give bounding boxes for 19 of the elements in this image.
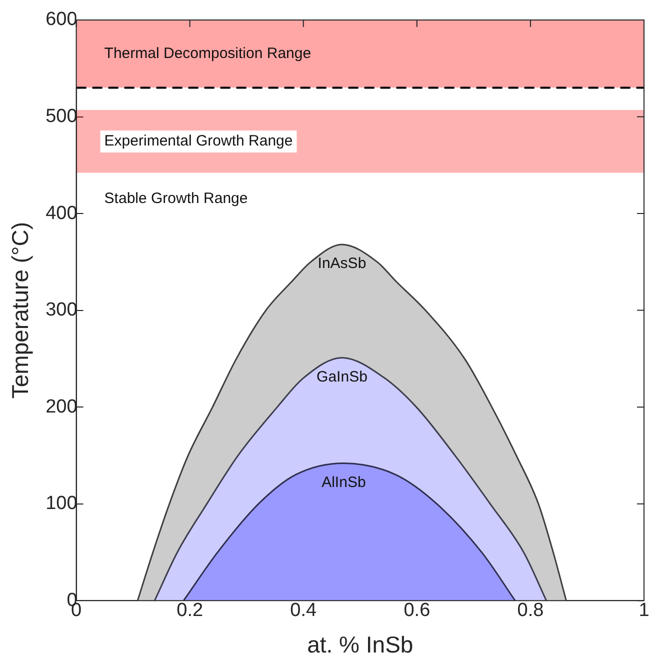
x-tick-label: 0.2 xyxy=(176,600,204,622)
series-label: InAsSb xyxy=(318,255,366,272)
y-tick-label: 500 xyxy=(46,106,78,127)
y-tick-label: 400 xyxy=(46,202,78,224)
y-axis-title: Temperature (°C) xyxy=(7,222,34,399)
y-tick-label: 600 xyxy=(46,9,78,30)
annotation: Stable Growth Range xyxy=(104,190,248,208)
x-tick-label: 0.6 xyxy=(404,600,430,622)
x-tick-label: 0.8 xyxy=(517,600,544,622)
y-tick-label: 200 xyxy=(46,396,78,418)
x-axis-title: at. % InSb xyxy=(307,632,414,658)
band-label: Thermal Decomposition Range xyxy=(104,45,312,62)
y-tick-label: 100 xyxy=(46,493,78,514)
y-tick-label: 300 xyxy=(46,300,78,321)
x-tick-label: 0.4 xyxy=(290,600,318,622)
series-label: AlInSb xyxy=(322,474,366,491)
series-label: GaInSb xyxy=(316,368,368,386)
x-tick-label: 1 xyxy=(638,600,650,622)
band-label: Experimental Growth Range xyxy=(104,132,293,150)
